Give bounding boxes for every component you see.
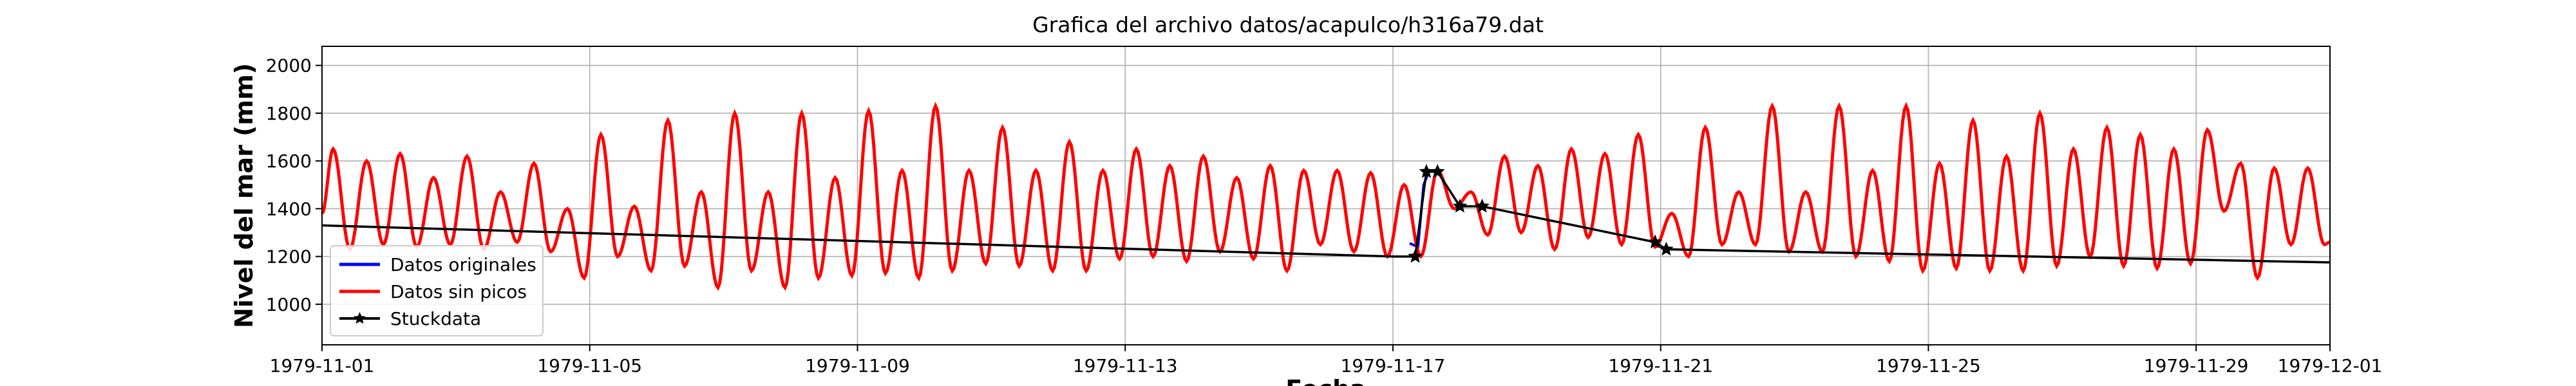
legend-star-marker [354, 312, 366, 324]
y-tick-label: 1400 [266, 198, 312, 219]
x-tick-label: 1979-11-13 [1073, 355, 1178, 376]
legend-entry-original: Datos originales [339, 254, 536, 275]
axis-ticks: 1000 1200 1400 1600 1800 2000 1979-11-01 1979-1… [266, 55, 2383, 376]
stuckdata-marker [1658, 241, 1674, 256]
y-tick-label: 2000 [266, 55, 312, 77]
stuckdata-marker [1647, 234, 1663, 249]
x-axis-label: Fecha [1285, 375, 1366, 386]
legend: Datos originales Datos sin picos Stuckda… [330, 245, 544, 336]
legend-box [330, 245, 544, 336]
stuckdata-marker [1408, 248, 1423, 263]
series-line-stuckdata [321, 170, 2331, 264]
x-tick-label: 1979-11-25 [1876, 355, 1981, 376]
legend-entry-sin-picos: Datos sin picos [339, 281, 527, 302]
chart-title: Grafica del archivo datos/acapulco/h316a… [1032, 12, 1544, 37]
legend-label-stuckdata: Stuckdata [390, 308, 481, 329]
y-axis-label: Nivel del mar (mm) [230, 63, 258, 328]
x-tick-label: 1979-11-21 [1608, 355, 1713, 376]
stuckdata-marker [1419, 163, 1434, 178]
plot-frame [321, 46, 2331, 345]
x-tick-label: 1979-11-01 [270, 355, 375, 376]
y-tick-label: 1000 [266, 294, 312, 315]
x-tick-label: 1979-12-01 [2278, 355, 2383, 376]
x-tick-label: 1979-11-17 [1341, 355, 1446, 376]
x-tick-label: 1979-11-29 [2144, 355, 2249, 376]
y-tick-label: 1800 [266, 103, 312, 124]
legend-entry-stuckdata: Stuckdata [339, 308, 481, 329]
series-line-sin-picos [320, 102, 2331, 291]
series-layer [320, 102, 2331, 291]
stuckdata-marker [1475, 198, 1490, 213]
legend-label-original: Datos originales [390, 254, 536, 275]
legend-label-sin-picos: Datos sin picos [390, 281, 527, 302]
x-tick-label: 1979-11-05 [537, 355, 642, 376]
stuckdata-marker [1430, 163, 1445, 178]
y-tick-label: 1200 [266, 246, 312, 268]
y-tick-label: 1600 [266, 151, 312, 172]
stuckdata-marker [1452, 198, 1468, 213]
x-tick-label: 1979-11-09 [805, 355, 910, 376]
